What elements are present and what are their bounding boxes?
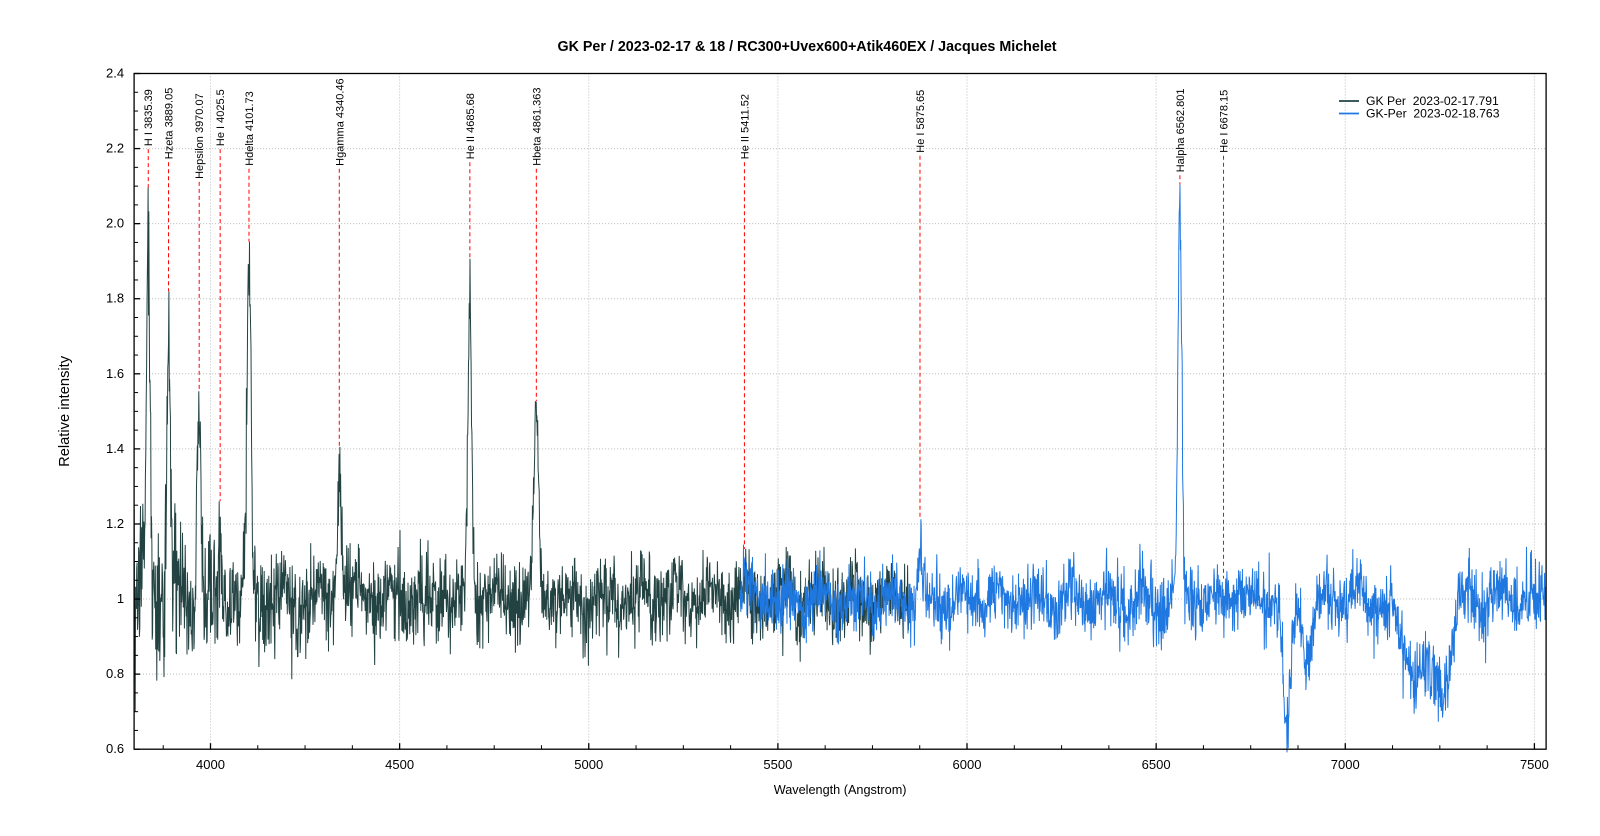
svg-text:5500: 5500 [763,757,792,772]
svg-text:4500: 4500 [385,757,414,772]
svg-text:GK-Per 2023-02-18.763: GK-Per 2023-02-18.763 [1366,107,1500,121]
svg-text:6000: 6000 [953,757,982,772]
svg-text:6500: 6500 [1142,757,1171,772]
svg-text:Hbeta 4861.363: Hbeta 4861.363 [531,88,543,166]
svg-text:1.2: 1.2 [106,516,124,531]
svg-text:He I 4025.5: He I 4025.5 [215,89,227,146]
svg-text:He I 5875.65: He I 5875.65 [915,90,927,153]
svg-text:He I 6678.15: He I 6678.15 [1219,90,1231,153]
svg-text:He II 5411.52: He II 5411.52 [739,94,751,159]
svg-text:0.6: 0.6 [106,741,124,756]
svg-text:2.0: 2.0 [106,216,124,231]
svg-text:7000: 7000 [1331,757,1360,772]
svg-text:1.4: 1.4 [106,441,124,456]
svg-text:Halpha 6562.801: Halpha 6562.801 [1175,89,1187,173]
svg-text:5000: 5000 [574,757,603,772]
svg-text:2.4: 2.4 [106,66,124,81]
svg-text:1.8: 1.8 [106,291,124,306]
svg-text:7500: 7500 [1520,757,1549,772]
svg-text:1.6: 1.6 [106,366,124,381]
svg-text:He II 4685.68: He II 4685.68 [465,93,477,159]
svg-text:Relative intensity: Relative intensity [57,355,73,467]
svg-text:Hdelta 4101.73: Hdelta 4101.73 [244,91,256,166]
svg-text:1: 1 [117,591,124,606]
svg-text:H I 3835.39: H I 3835.39 [143,89,155,146]
svg-text:2.2: 2.2 [106,141,124,156]
svg-text:Hepsilon 3970.07: Hepsilon 3970.07 [194,93,206,179]
svg-text:Hgamma 4340.46: Hgamma 4340.46 [334,78,346,165]
svg-text:4000: 4000 [196,757,225,772]
svg-text:Hzeta 3889.05: Hzeta 3889.05 [164,88,176,160]
svg-text:Wavelength (Angstrom): Wavelength (Angstrom) [774,783,907,797]
svg-text:0.8: 0.8 [106,666,124,681]
